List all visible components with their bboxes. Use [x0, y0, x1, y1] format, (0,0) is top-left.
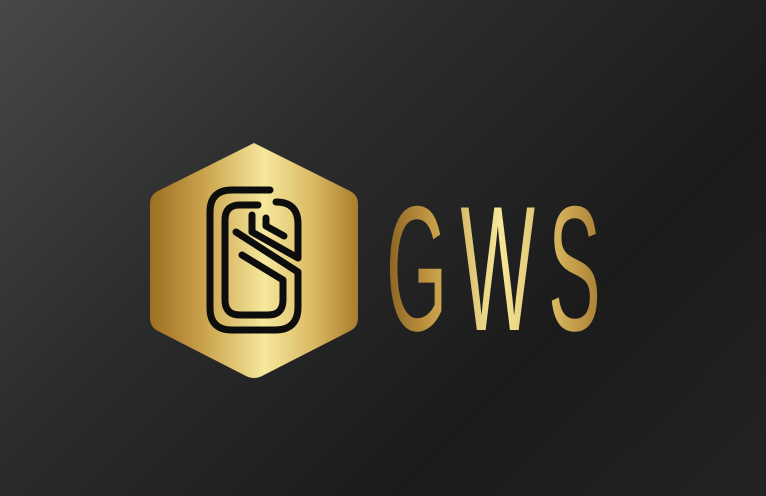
hexagon-g-monogram-icon — [150, 143, 358, 378]
brand-wordmark: GWS — [386, 169, 614, 368]
